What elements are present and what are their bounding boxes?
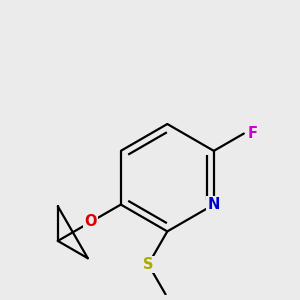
Text: O: O [85,214,97,230]
Text: S: S [143,257,154,272]
Text: N: N [208,197,220,212]
Text: F: F [248,126,257,141]
